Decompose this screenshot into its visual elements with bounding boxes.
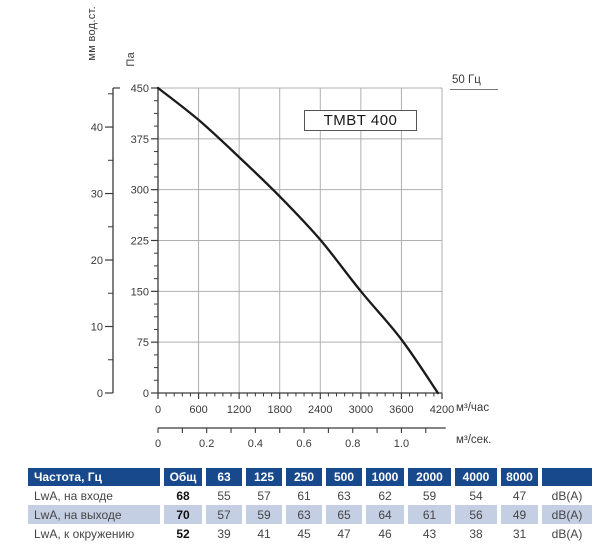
m3h-tick-label: 2400 [308, 404, 332, 416]
noise-level-table: Частота, Гц Общ 63 125 250 500 1000 2000 4000 800… [24, 468, 596, 543]
value-cell: 45 [297, 526, 311, 541]
header-cell: 500 [326, 468, 362, 486]
m3h-tick-label: 0 [155, 404, 161, 416]
header-cell: 63 [206, 468, 242, 486]
value-cell: 61 [408, 505, 451, 524]
pa-tick-label: 225 [131, 236, 149, 248]
value-cell: 43 [422, 526, 437, 541]
pa-tick-label: 375 [131, 134, 149, 146]
header-cell: 2000 [408, 468, 451, 486]
header-cell: Общ [164, 468, 202, 486]
pa-tick-label: 0 [143, 388, 149, 400]
m3s-tick-label: 0 [155, 438, 161, 450]
pa-axis-unit-label: Па [125, 52, 137, 67]
mm-axis-unit-label: мм вод.ст. [86, 6, 98, 61]
table-row: LwA, к окружению 52 39 41 45 47 46 43 38 31 dB(A) [28, 524, 592, 543]
m3h-tick-label: 3000 [349, 404, 373, 416]
m3s-axis-unit-label: м³/сек. [456, 434, 492, 446]
value-cell: 55 [217, 488, 231, 503]
total-value-cell: 70 [164, 505, 202, 524]
m3s-tick-label: 0.2 [199, 438, 214, 450]
pa-tick-label: 75 [137, 337, 149, 349]
unit-cell: dB(A) [551, 526, 583, 541]
header-cell: 8000 [501, 468, 538, 486]
m3h-tick-label: 1200 [227, 404, 251, 416]
table-header: Частота, Гц Общ 63 125 250 500 1000 2000 4000 800… [28, 468, 592, 486]
header-cell: 125 [246, 468, 282, 486]
mm-tick-label: 40 [91, 122, 103, 134]
m3h-axis-unit-label: м³/час [456, 402, 490, 414]
frequency-label: 50 Гц [450, 74, 498, 90]
m3h-tick-label: 4200 [430, 404, 454, 416]
total-value-cell: 68 [176, 488, 190, 503]
header-cell: 1000 [366, 468, 404, 486]
value-cell: 64 [366, 505, 404, 524]
value-cell: 57 [206, 505, 242, 524]
m3h-tick-label: 3600 [389, 404, 413, 416]
table-row: LwA, на выходе 70 57 59 63 65 64 61 56 49 dB(A) [28, 505, 592, 524]
value-cell: 56 [455, 505, 497, 524]
header-cell: 4000 [455, 468, 497, 486]
value-cell: 54 [469, 488, 483, 503]
value-cell: 65 [326, 505, 362, 524]
value-cell: 63 [337, 488, 351, 503]
pa-tick-label: 300 [131, 185, 149, 197]
mm-tick-label: 0 [97, 388, 103, 400]
value-cell: 47 [337, 526, 351, 541]
header-cell [542, 468, 592, 486]
pa-tick-label: 150 [131, 286, 149, 298]
header-cell: 250 [286, 468, 322, 486]
value-cell: 63 [286, 505, 322, 524]
pa-tick-label: 450 [131, 83, 149, 95]
table-header-row: Частота, Гц Общ 63 125 250 500 1000 2000 4000 800… [28, 468, 592, 486]
value-cell: 41 [257, 526, 271, 541]
value-cell: 49 [501, 505, 538, 524]
value-cell: 39 [217, 526, 231, 541]
value-cell: 46 [378, 526, 392, 541]
value-cell: 57 [257, 488, 271, 503]
mm-tick-label: 20 [91, 255, 103, 267]
performance-curve [156, 86, 440, 395]
row-label-cell: LwA, на выходе [28, 505, 160, 524]
value-cell: 47 [512, 488, 527, 503]
value-cell: 62 [378, 488, 392, 503]
m3s-tick-label: 0.6 [296, 438, 311, 450]
m3h-tick-label: 600 [189, 404, 207, 416]
m3s-tick-label: 1.0 [394, 438, 409, 450]
table-row: LwA, на входе 68 55 57 61 63 62 59 54 47 dB(A) [28, 486, 592, 505]
header-cell: Частота, Гц [28, 468, 160, 486]
row-label-cell: LwA, на входе [34, 488, 113, 503]
table-body: LwA, на входе 68 55 57 61 63 62 59 54 47 dB(A) LwA,… [28, 486, 592, 543]
total-value-cell: 52 [176, 526, 190, 541]
unit-cell: dB(A) [542, 505, 592, 524]
model-label-box: TMBT 400 [304, 110, 417, 131]
unit-cell: dB(A) [551, 488, 583, 503]
value-cell: 59 [422, 488, 437, 503]
mm-tick-label: 30 [91, 189, 103, 201]
value-cell: 61 [297, 488, 311, 503]
value-cell: 31 [512, 526, 527, 541]
row-label-cell: LwA, к окружению [34, 526, 135, 541]
mm-tick-label: 10 [91, 322, 103, 334]
m3s-tick-label: 0.8 [345, 438, 360, 450]
m3h-tick-label: 1800 [267, 404, 291, 416]
model-label: TMBT 400 [323, 112, 398, 129]
m3s-tick-label: 0.4 [248, 438, 263, 450]
value-cell: 38 [469, 526, 483, 541]
value-cell: 59 [246, 505, 282, 524]
